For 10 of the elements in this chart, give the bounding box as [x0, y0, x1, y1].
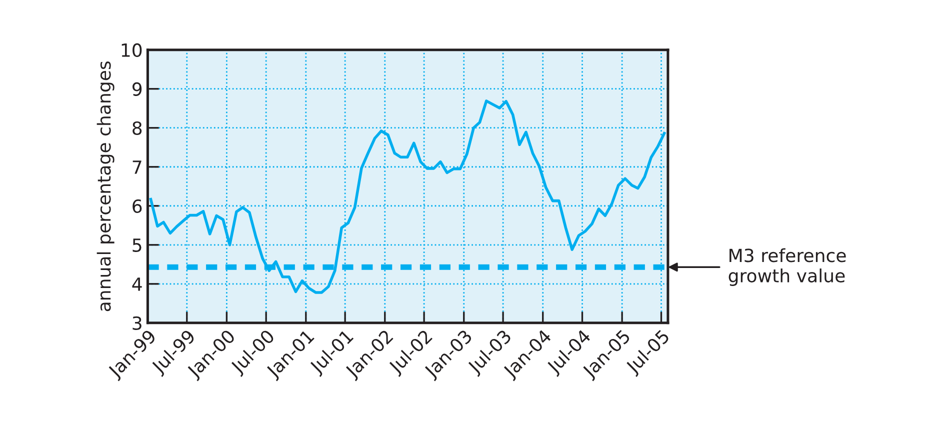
y-tick-label: 10	[122, 43, 142, 57]
y-tick-label: 7	[132, 160, 142, 174]
y-axis-title: annual percentage changes	[96, 61, 114, 312]
y-tick-label: 9	[132, 82, 142, 96]
y-tick-label: 5	[132, 238, 142, 252]
y-tick-label: 3	[132, 316, 142, 330]
y-tick-label: 6	[132, 199, 142, 213]
y-tick-label: 4	[132, 278, 142, 291]
y-tick-label: 8	[132, 121, 142, 135]
ref-line-label: M3 reference growth value	[728, 248, 846, 286]
